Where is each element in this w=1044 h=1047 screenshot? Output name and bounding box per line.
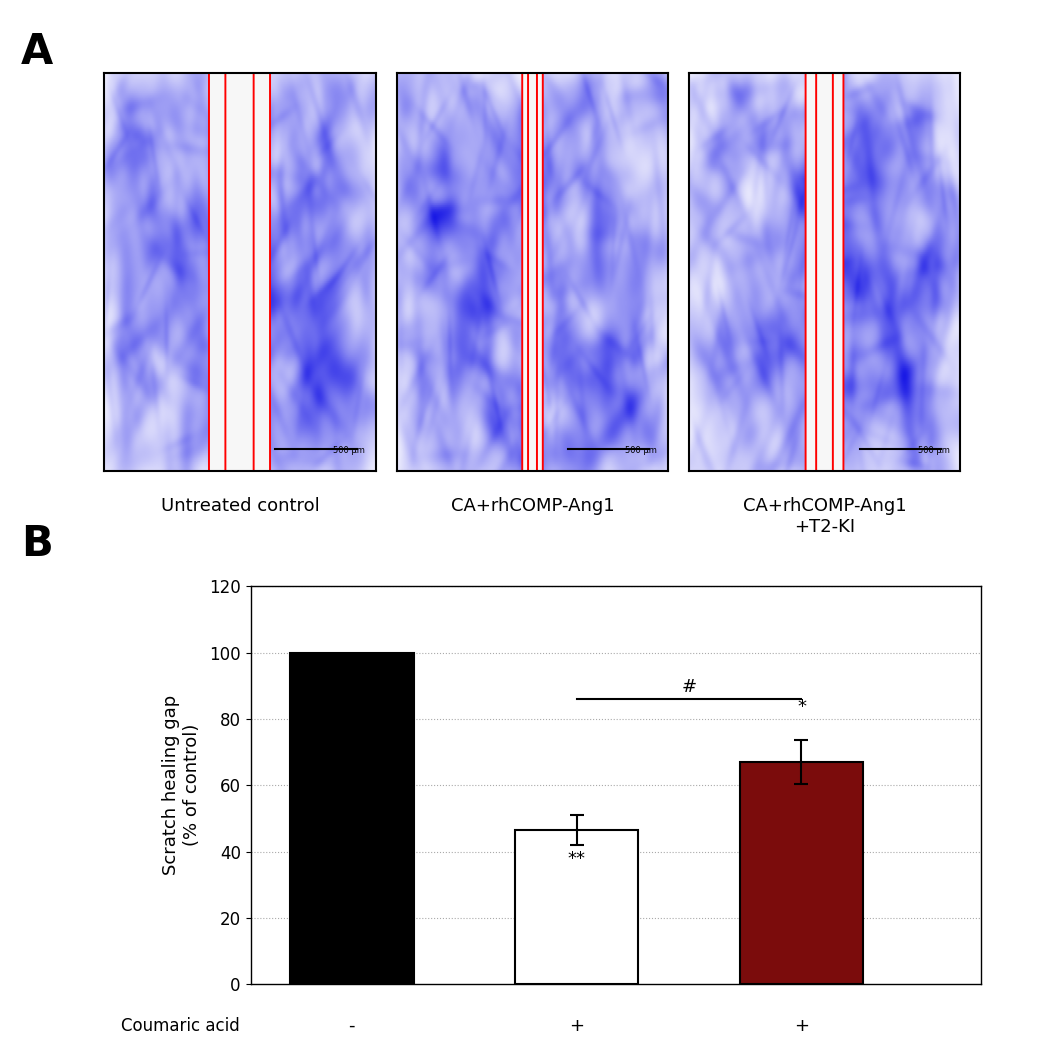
Text: -: - xyxy=(349,1017,355,1035)
Text: +: + xyxy=(794,1017,809,1035)
Text: **: ** xyxy=(568,850,586,868)
Text: #: # xyxy=(682,677,696,695)
Text: B: B xyxy=(21,524,52,565)
Text: *: * xyxy=(797,697,806,716)
Y-axis label: Scratch healing gap
(% of control): Scratch healing gap (% of control) xyxy=(162,695,200,875)
Text: +: + xyxy=(569,1017,584,1035)
Text: 500 μm: 500 μm xyxy=(333,446,365,455)
Text: A: A xyxy=(21,31,53,73)
Bar xyxy=(290,652,413,984)
Bar xyxy=(515,830,639,984)
Text: CA+rhCOMP-Ang1
+T2-KI: CA+rhCOMP-Ang1 +T2-KI xyxy=(743,497,906,536)
Text: CA+rhCOMP-Ang1: CA+rhCOMP-Ang1 xyxy=(451,497,614,515)
Text: Coumaric acid: Coumaric acid xyxy=(121,1017,240,1035)
Text: 500 μm: 500 μm xyxy=(625,446,658,455)
Text: Untreated control: Untreated control xyxy=(161,497,319,515)
Bar xyxy=(739,762,863,984)
Text: 500 μm: 500 μm xyxy=(918,446,950,455)
